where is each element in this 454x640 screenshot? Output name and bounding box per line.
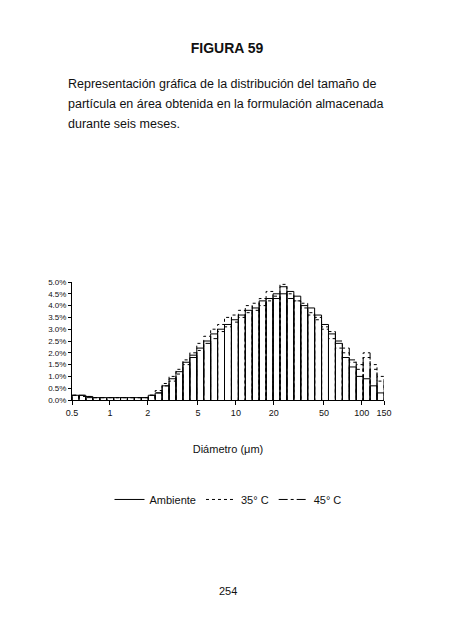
svg-text:150: 150 xyxy=(376,408,391,418)
svg-text:0.5%: 0.5% xyxy=(48,384,66,393)
svg-text:100: 100 xyxy=(354,408,369,418)
svg-text:10: 10 xyxy=(231,408,241,418)
svg-text:20: 20 xyxy=(269,408,279,418)
svg-text:45° C: 45° C xyxy=(314,494,342,506)
svg-text:1.5%: 1.5% xyxy=(48,360,66,369)
svg-text:50: 50 xyxy=(319,408,329,418)
svg-text:3.5%: 3.5% xyxy=(48,313,66,322)
svg-text:5: 5 xyxy=(195,408,200,418)
svg-text:0.5: 0.5 xyxy=(66,408,79,418)
svg-text:0.0%: 0.0% xyxy=(48,396,66,405)
html-text:Representación gráfica de la d: Representación gráfica de la distribució… xyxy=(68,77,384,131)
svg-text:2.0%: 2.0% xyxy=(48,349,66,358)
svg-text:5.0%: 5.0% xyxy=(48,278,66,287)
svg-text:Ambiente: Ambiente xyxy=(150,494,196,506)
svg-text:2.5%: 2.5% xyxy=(48,337,66,346)
svg-text:4.0%: 4.0% xyxy=(48,301,66,310)
svg-text:4.5%: 4.5% xyxy=(48,290,66,299)
svg-text:254: 254 xyxy=(219,585,237,597)
svg-text:3.0%: 3.0% xyxy=(48,325,66,334)
svg-text:2: 2 xyxy=(145,408,150,418)
svg-text:1.0%: 1.0% xyxy=(48,372,66,381)
svg-text:35° C: 35° C xyxy=(241,494,269,506)
svg-text:Diámetro (μm): Diámetro (μm) xyxy=(193,443,264,455)
svg-text:1: 1 xyxy=(107,408,112,418)
html-text:FIGURA 59: FIGURA 59 xyxy=(190,40,264,56)
